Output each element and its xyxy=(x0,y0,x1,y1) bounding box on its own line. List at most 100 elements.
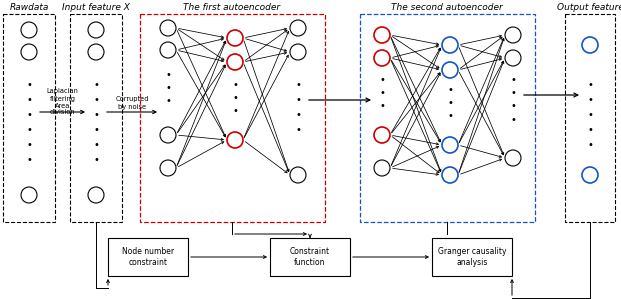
Text: $y_2^{(m)}$: $y_2^{(m)}$ xyxy=(583,169,597,181)
Text: •: • xyxy=(26,80,32,90)
Circle shape xyxy=(290,20,306,36)
Circle shape xyxy=(374,50,390,66)
Text: •: • xyxy=(295,125,301,135)
Text: •: • xyxy=(587,95,593,105)
Text: •: • xyxy=(93,95,99,105)
Text: •: • xyxy=(232,80,238,90)
Text: $y_1^{(1)}$: $y_1^{(1)}$ xyxy=(376,29,388,41)
Text: $y_1^{(2)}$: $y_1^{(2)}$ xyxy=(229,56,241,68)
Text: $x_0^{(1)}$: $x_0^{(1)}$ xyxy=(23,24,35,36)
Text: •: • xyxy=(232,93,238,103)
Circle shape xyxy=(442,167,458,183)
Text: Input feature X: Input feature X xyxy=(62,4,130,13)
Text: •: • xyxy=(93,155,99,165)
Circle shape xyxy=(505,50,521,66)
Circle shape xyxy=(160,127,176,143)
Text: $y_1^{(2)}$: $y_1^{(2)}$ xyxy=(376,52,388,64)
Bar xyxy=(3,14,55,222)
Text: $x_1^{(n)}$: $x_1^{(n)}$ xyxy=(162,129,174,141)
Text: $z^{(1)}$: $z^{(1)}$ xyxy=(292,23,304,33)
Text: Corrupted
by noise: Corrupted by noise xyxy=(116,97,149,109)
Circle shape xyxy=(160,42,176,58)
Circle shape xyxy=(442,137,458,153)
Bar xyxy=(70,14,122,222)
Circle shape xyxy=(442,37,458,53)
Text: $y_1^{(1)}$: $y_1^{(1)}$ xyxy=(229,32,241,44)
Text: The second autoencoder: The second autoencoder xyxy=(391,4,503,13)
Text: $x^{(2)}$: $x^{(2)}$ xyxy=(90,47,102,57)
Text: Laplacian
filtering
Area
division: Laplacian filtering Area division xyxy=(47,89,78,115)
Circle shape xyxy=(290,167,306,183)
Text: Output feature: Output feature xyxy=(556,4,621,13)
Text: $y_1^{(n)}$: $y_1^{(n)}$ xyxy=(229,134,241,146)
Text: •: • xyxy=(295,110,301,120)
Text: $y_2^{(2)}$: $y_2^{(2)}$ xyxy=(444,64,456,76)
Circle shape xyxy=(21,187,37,203)
Text: •: • xyxy=(447,98,453,108)
Bar xyxy=(432,238,512,276)
Text: $+1$: $+1$ xyxy=(163,164,173,172)
Bar xyxy=(565,14,615,222)
Circle shape xyxy=(582,167,598,183)
Text: •: • xyxy=(165,96,171,106)
Text: •: • xyxy=(93,110,99,120)
Bar xyxy=(270,238,350,276)
Circle shape xyxy=(160,160,176,176)
Text: •: • xyxy=(26,110,32,120)
Circle shape xyxy=(505,27,521,43)
Text: Node number
constraint: Node number constraint xyxy=(122,247,174,267)
Bar xyxy=(140,14,325,222)
Text: $\hat{y}_1^{(n)}$: $\hat{y}_1^{(n)}$ xyxy=(507,152,519,164)
Bar xyxy=(360,14,535,222)
Text: $y_1^{(n)}$: $y_1^{(n)}$ xyxy=(376,129,388,141)
Text: •: • xyxy=(26,155,32,165)
Circle shape xyxy=(160,20,176,36)
Text: $x_0^{(2)}$: $x_0^{(2)}$ xyxy=(23,46,35,58)
Text: •: • xyxy=(232,106,238,116)
Text: $y_2^{(1)}$: $y_2^{(1)}$ xyxy=(444,39,456,51)
Circle shape xyxy=(88,44,104,60)
Text: $\hat{y}_1^{(1)}$: $\hat{y}_1^{(1)}$ xyxy=(507,29,519,41)
Text: •: • xyxy=(379,101,385,111)
Text: •: • xyxy=(93,125,99,135)
Text: $x_1^{(1)}$: $x_1^{(1)}$ xyxy=(162,22,174,34)
Text: $\hat{y}_1^{(2)}$: $\hat{y}_1^{(2)}$ xyxy=(507,52,519,64)
Circle shape xyxy=(505,150,521,166)
Text: $y_2^{(m)}$: $y_2^{(m)}$ xyxy=(443,139,456,151)
Circle shape xyxy=(88,187,104,203)
Text: •: • xyxy=(587,110,593,120)
Circle shape xyxy=(582,37,598,53)
Text: •: • xyxy=(165,70,171,80)
Text: $y_2^{(1)}$: $y_2^{(1)}$ xyxy=(584,39,596,51)
Text: $x_1^{(2)}$: $x_1^{(2)}$ xyxy=(162,44,174,56)
Circle shape xyxy=(227,30,243,46)
Text: •: • xyxy=(93,80,99,90)
Circle shape xyxy=(290,44,306,60)
Text: •: • xyxy=(295,95,301,105)
Bar xyxy=(108,238,188,276)
Circle shape xyxy=(227,54,243,70)
Text: •: • xyxy=(295,80,301,90)
Circle shape xyxy=(21,44,37,60)
Text: •: • xyxy=(26,125,32,135)
Text: •: • xyxy=(510,88,516,98)
Text: •: • xyxy=(587,140,593,150)
Text: •: • xyxy=(379,88,385,98)
Text: $x^{(1)}$: $x^{(1)}$ xyxy=(90,25,102,35)
Text: Granger causality
analysis: Granger causality analysis xyxy=(438,247,506,267)
Circle shape xyxy=(21,22,37,38)
Text: •: • xyxy=(26,140,32,150)
Text: •: • xyxy=(379,75,385,85)
Text: $x^{(c)}$: $x^{(c)}$ xyxy=(90,190,102,200)
Circle shape xyxy=(374,27,390,43)
Circle shape xyxy=(88,22,104,38)
Text: •: • xyxy=(165,83,171,93)
Text: •: • xyxy=(510,115,516,125)
Text: $z^{(2)}$: $z^{(2)}$ xyxy=(292,47,304,57)
Text: $+1$: $+1$ xyxy=(377,164,388,172)
Text: •: • xyxy=(447,85,453,95)
Text: The first autoencoder: The first autoencoder xyxy=(183,4,281,13)
Text: •: • xyxy=(510,101,516,111)
Text: $z^{(c)}$: $z^{(c)}$ xyxy=(292,170,304,180)
Text: $x_0^{(k)}$: $x_0^{(k)}$ xyxy=(23,189,35,201)
